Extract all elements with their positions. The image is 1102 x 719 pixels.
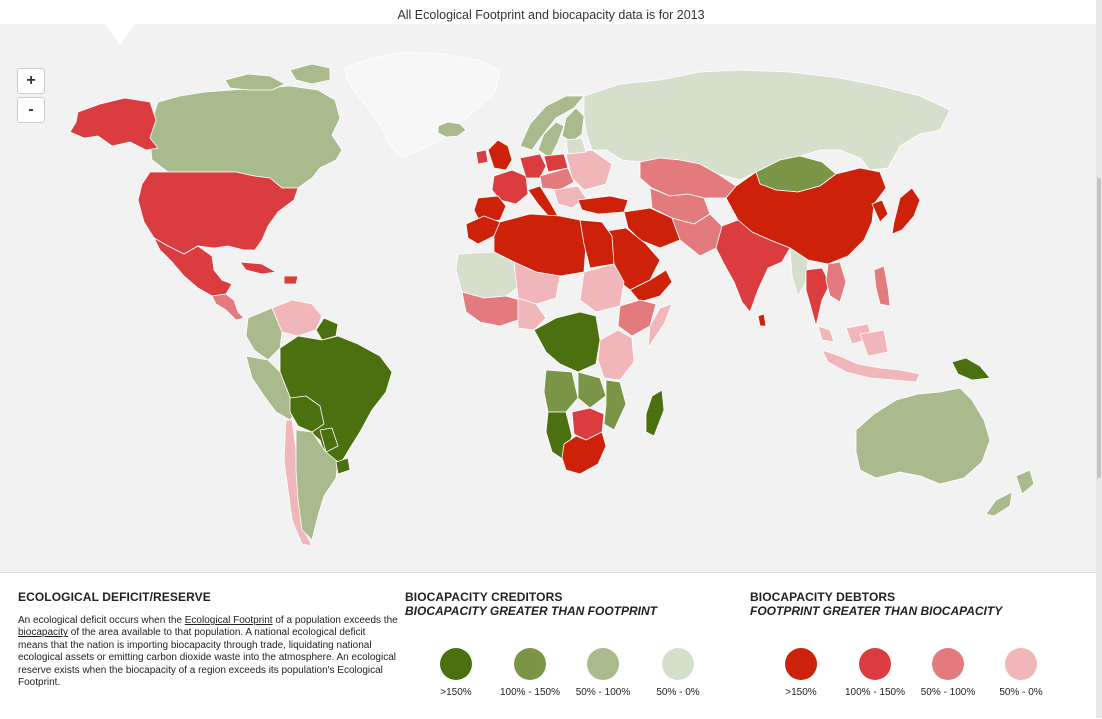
legend-swatch-creditor-50-100 — [587, 648, 619, 680]
country-algeria-libya[interactable] — [493, 213, 587, 277]
ecological-footprint-link[interactable]: Ecological Footprint — [184, 615, 273, 626]
callout-notch — [104, 23, 136, 45]
country-new-zealand[interactable] — [985, 469, 1035, 517]
country-belarus-ukraine[interactable] — [565, 149, 613, 191]
legend-label-debtor-0-50: 50% - 0% — [999, 687, 1043, 698]
country-south-africa[interactable] — [561, 431, 607, 475]
country-usa[interactable] — [137, 171, 299, 255]
legend-swatch-creditor-gt150 — [440, 648, 472, 680]
country-myanmar[interactable] — [789, 247, 809, 297]
zoom-in-button[interactable]: + — [17, 68, 45, 94]
country-central-america[interactable] — [211, 293, 245, 321]
creditors-title: BIOCAPACITY CREDITORS — [405, 590, 563, 604]
description-text: of the area available to that population… — [18, 627, 396, 689]
scrollbar-thumb[interactable] — [1097, 178, 1101, 478]
legend-label-debtor-50-100: 50% - 100% — [920, 687, 976, 698]
debtors-title: BIOCAPACITY DEBTORS — [750, 590, 896, 604]
country-baltics[interactable] — [565, 137, 587, 155]
country-japan[interactable] — [891, 187, 921, 235]
world-map[interactable]: + - — [0, 24, 1096, 572]
country-norway[interactable] — [519, 95, 585, 151]
country-indonesia[interactable] — [821, 329, 921, 383]
country-madagascar[interactable] — [645, 389, 665, 437]
country-zambia[interactable] — [577, 371, 607, 409]
world-map-svg[interactable] — [0, 24, 1096, 572]
country-congo-basin[interactable] — [533, 311, 601, 373]
debtors-subtitle: FOOTPRINT GREATER THAN BIOCAPACITY — [750, 604, 1003, 618]
map-legend: ECOLOGICAL DEFICIT/RESERVE An ecological… — [0, 572, 1096, 719]
legend-swatch-debtor-gt150 — [785, 648, 817, 680]
country-somalia[interactable] — [647, 303, 673, 349]
country-sri-lanka[interactable] — [757, 313, 767, 327]
biocapacity-link[interactable]: biocapacity — [18, 627, 69, 639]
country-canada-islands[interactable] — [224, 63, 331, 91]
country-west-africa[interactable] — [461, 291, 521, 327]
deficit-reserve-title: ECOLOGICAL DEFICIT/RESERVE — [18, 590, 211, 604]
country-korea[interactable] — [871, 199, 889, 223]
legend-label-creditor-100-150: 100% - 150% — [499, 687, 561, 698]
data-year-note: All Ecological Footprint and biocapacity… — [0, 0, 1102, 24]
legend-label-creditor-50-100: 50% - 100% — [575, 687, 631, 698]
legend-swatch-creditor-0-50 — [662, 648, 694, 680]
country-australia[interactable] — [855, 387, 991, 485]
country-guyana[interactable] — [315, 317, 339, 341]
legend-swatch-debtor-0-50 — [1005, 648, 1037, 680]
country-greenland[interactable] — [344, 51, 501, 159]
legend-swatch-debtor-100-150 — [859, 648, 891, 680]
legend-label-creditor-gt150: >150% — [440, 687, 472, 698]
country-iceland[interactable] — [437, 121, 467, 138]
creditors-subtitle: BIOCAPACITY GREATER THAN FOOTPRINT — [405, 604, 657, 618]
country-vietnam[interactable] — [825, 261, 847, 303]
country-argentina[interactable] — [295, 429, 339, 541]
description-text: of a population exceeds the — [272, 615, 398, 626]
country-central-europe[interactable] — [539, 167, 575, 191]
country-papua-new-guinea[interactable] — [951, 357, 991, 381]
country-uk[interactable] — [487, 139, 513, 171]
deficit-reserve-description: An ecological deficit occurs when the Ec… — [18, 615, 398, 689]
country-ireland[interactable] — [475, 149, 489, 165]
legend-swatch-debtor-50-100 — [932, 648, 964, 680]
country-sudan[interactable] — [579, 263, 625, 313]
country-mozambique[interactable] — [603, 379, 627, 431]
country-paraguay[interactable] — [319, 427, 339, 453]
country-thailand[interactable] — [805, 267, 831, 327]
country-france[interactable] — [491, 169, 529, 205]
country-germany[interactable] — [519, 153, 547, 179]
legend-label-debtor-100-150: 100% - 150% — [844, 687, 906, 698]
description-text: An ecological deficit occurs when the — [18, 615, 185, 626]
country-russia[interactable] — [583, 69, 951, 181]
zoom-out-button[interactable]: - — [17, 97, 45, 123]
country-turkey[interactable] — [577, 195, 629, 215]
legend-label-debtor-gt150: >150% — [785, 687, 817, 698]
legend-label-creditor-0-50: 50% - 0% — [656, 687, 700, 698]
legend-swatch-creditor-100-150 — [514, 648, 546, 680]
country-kenya-tanzania[interactable] — [597, 329, 635, 381]
country-bolivia[interactable] — [289, 395, 325, 433]
country-colombia[interactable] — [245, 307, 283, 361]
country-spain[interactable] — [473, 195, 507, 223]
country-cuba[interactable] — [239, 261, 299, 285]
country-nigeria[interactable] — [517, 297, 547, 331]
country-india[interactable] — [715, 219, 791, 313]
country-venezuela[interactable] — [271, 299, 323, 337]
country-usa-alaska[interactable] — [69, 97, 159, 151]
country-italy[interactable] — [527, 185, 559, 219]
country-philippines[interactable] — [873, 265, 891, 307]
country-angola[interactable] — [543, 369, 579, 413]
country-uruguay[interactable] — [335, 457, 351, 475]
country-mexico[interactable] — [153, 237, 233, 297]
